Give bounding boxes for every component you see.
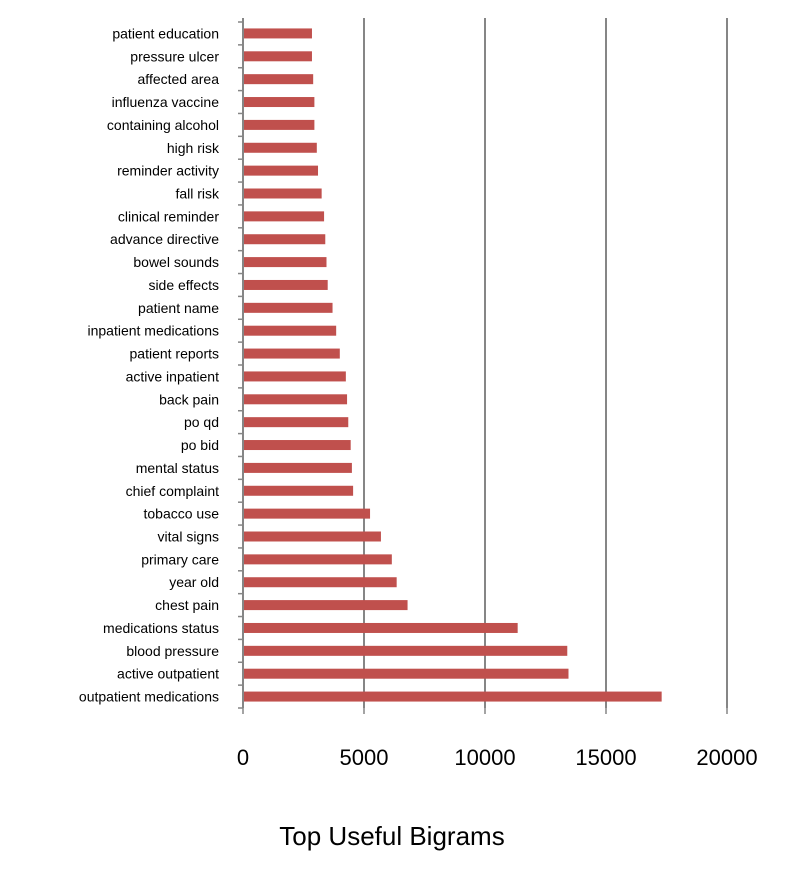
bar-chest-pain — [244, 600, 408, 611]
x-tick-label: 0 — [237, 745, 249, 770]
category-label: medications status — [103, 620, 219, 636]
category-label: pressure ulcer — [130, 48, 219, 64]
bar-bowel-sounds — [244, 257, 327, 268]
bar-reminder-activity — [244, 165, 319, 176]
category-label: patient education — [112, 25, 219, 41]
category-labels: outpatient medications active outpatient b… — [79, 25, 220, 704]
bar-medications-status — [244, 622, 518, 633]
bar-active-outpatient — [244, 668, 569, 679]
bar-affected-area — [244, 74, 314, 85]
category-label: fall risk — [175, 186, 220, 202]
bar-blood-pressure — [244, 645, 568, 656]
category-label: outpatient medications — [79, 689, 219, 705]
bar-inpatient-medications — [244, 325, 337, 336]
bar-patient-reports — [244, 348, 340, 359]
category-label: chief complaint — [126, 483, 219, 499]
x-tick-label: 5000 — [340, 745, 389, 770]
bar-clinical-reminder — [244, 211, 325, 222]
category-label: vital signs — [158, 529, 219, 545]
x-tick-label: 10000 — [454, 745, 515, 770]
category-label: patient reports — [130, 346, 220, 362]
category-label: back pain — [159, 391, 219, 407]
bar-containing-alcohol — [244, 119, 315, 130]
bar-po-qd — [244, 417, 349, 428]
bar-influenza-vaccine — [244, 97, 315, 108]
bar-side-effects — [244, 279, 328, 290]
category-label: blood pressure — [126, 643, 219, 659]
x-tick-label: 20000 — [696, 745, 757, 770]
x-tick-labels: 0 5000 10000 15000 20000 — [237, 745, 758, 770]
category-label: chest pain — [155, 597, 219, 613]
bar-tobacco-use — [244, 508, 371, 519]
category-label: year old — [169, 574, 219, 590]
bar-patient-education — [244, 28, 312, 39]
bar-advance-directive — [244, 234, 326, 245]
bar-chief-complaint — [244, 485, 354, 496]
bar-high-risk — [244, 142, 317, 153]
bar-vital-signs — [244, 531, 381, 542]
category-label: tobacco use — [144, 506, 220, 522]
bar-year-old — [244, 577, 397, 588]
bars — [244, 28, 662, 702]
category-label: primary care — [141, 551, 219, 567]
category-label: side effects — [148, 277, 219, 293]
category-label: reminder activity — [117, 163, 219, 179]
category-label: bowel sounds — [133, 254, 219, 270]
bar-fall-risk — [244, 188, 322, 199]
bar-back-pain — [244, 394, 348, 405]
bar-po-bid — [244, 440, 351, 451]
bar-primary-care — [244, 554, 392, 565]
category-label: active outpatient — [117, 666, 219, 682]
x-tick-label: 15000 — [575, 745, 636, 770]
category-label: clinical reminder — [118, 208, 219, 224]
bar-pressure-ulcer — [244, 51, 312, 62]
bar-patient-name — [244, 302, 333, 313]
bar-active-inpatient — [244, 371, 346, 382]
category-label: patient name — [138, 300, 219, 316]
category-label: influenza vaccine — [112, 94, 220, 110]
category-label: containing alcohol — [107, 117, 219, 133]
category-label: active inpatient — [126, 368, 220, 384]
bar-mental-status — [244, 462, 352, 473]
category-label: po bid — [181, 437, 219, 453]
category-label: mental status — [136, 460, 219, 476]
category-label: po qd — [184, 414, 219, 430]
chart-title: Top Useful Bigrams — [279, 821, 504, 851]
category-label: affected area — [138, 71, 220, 87]
bar-outpatient-medications — [244, 691, 662, 702]
category-label: advance directive — [110, 231, 219, 247]
axes — [238, 18, 728, 714]
category-label: high risk — [167, 140, 220, 156]
gridlines — [363, 18, 728, 708]
category-label: inpatient medications — [87, 323, 219, 339]
